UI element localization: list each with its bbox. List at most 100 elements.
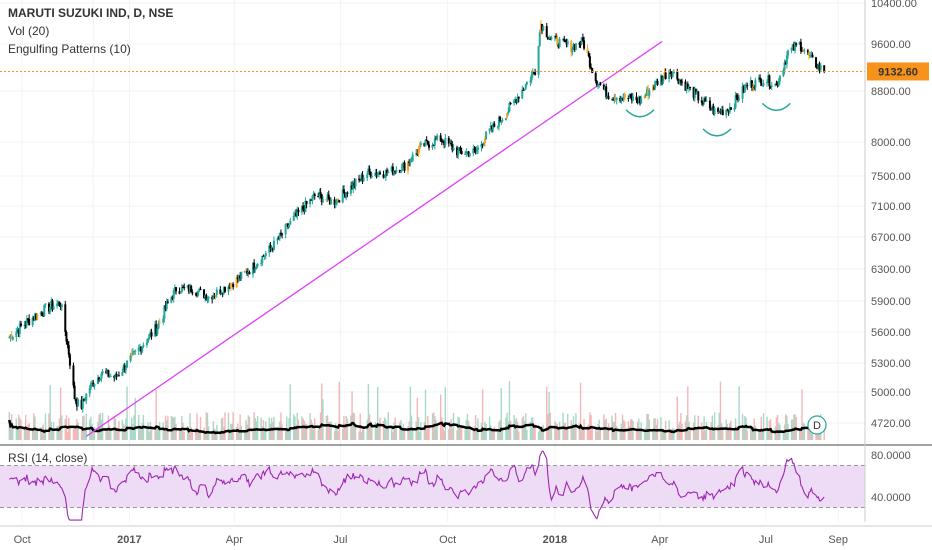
volume-bar [448, 429, 450, 440]
volume-bar [385, 419, 387, 440]
candle-body [178, 291, 181, 294]
price-tick-label: 7500.00 [871, 171, 911, 183]
volume-bar [325, 415, 328, 440]
candle-body [158, 322, 161, 324]
candle-body [105, 371, 108, 373]
candle-body [742, 86, 745, 93]
candle-body [85, 393, 88, 401]
candle-body [504, 118, 507, 120]
candle-body [288, 224, 291, 228]
candle-body [263, 255, 266, 257]
volume-bar [374, 421, 377, 440]
volume-bar [785, 414, 787, 440]
candle-body [783, 62, 786, 71]
candle-body [65, 332, 68, 342]
legend-symbol: MARUTI SUZUKI IND, D, NSE [8, 6, 174, 20]
volume-bar [378, 425, 380, 440]
volume-bar [423, 422, 426, 440]
candle-body [212, 295, 215, 300]
candle-body [428, 144, 431, 148]
volume-bar [149, 422, 152, 440]
candle-body [741, 86, 744, 99]
volume-bar [395, 427, 398, 440]
candle-body [604, 86, 607, 90]
candle-body [74, 399, 77, 402]
candle-body [434, 138, 437, 140]
candle-body [367, 168, 370, 175]
candle-body [382, 174, 385, 178]
volume-bar [704, 430, 706, 440]
volume-bar [803, 423, 806, 440]
volume-bar [345, 415, 347, 440]
volume-bar [615, 425, 618, 440]
candle-body [606, 95, 609, 98]
volume-bar [800, 431, 802, 440]
candle-body [182, 286, 185, 288]
volume-bar [758, 428, 760, 440]
volume-bar [317, 429, 319, 440]
candle-body [782, 70, 785, 76]
candle-body [556, 37, 559, 45]
candle-body [802, 50, 805, 52]
candle-body [669, 72, 672, 74]
candle-body [237, 275, 240, 280]
candle-body [468, 153, 471, 157]
candle-body [725, 109, 728, 116]
volume-bar [515, 418, 518, 440]
candle-body [190, 285, 193, 293]
candle-body [59, 306, 62, 308]
volume-bar [134, 398, 136, 440]
candle-body [68, 354, 71, 366]
rsi-line [9, 450, 825, 521]
candle-body [393, 170, 396, 175]
volume-bar [450, 419, 452, 440]
candle-body [703, 98, 706, 103]
candle-body [171, 297, 174, 299]
candle-body [522, 89, 525, 91]
volume-bar [227, 412, 230, 440]
candle-body [766, 82, 769, 84]
candle-body [39, 312, 42, 314]
candle-body [16, 329, 19, 332]
candle-body [215, 289, 218, 295]
candle-body [246, 271, 249, 274]
volume-bar [170, 416, 173, 440]
candle-body [574, 43, 577, 51]
volume-bar [518, 431, 520, 440]
candle-body [292, 215, 295, 221]
candle-body [24, 324, 27, 326]
volume-bar [179, 430, 182, 440]
candle-body [677, 79, 680, 84]
volume-bar [132, 424, 134, 440]
price-tick-label: 7100.00 [871, 201, 911, 213]
candle-body [170, 297, 173, 303]
time-tick-label: Apr [226, 534, 243, 546]
volume-bar [16, 425, 19, 440]
time-tick-label: Jul [333, 534, 347, 546]
candle-body [754, 79, 757, 89]
volume-bar [28, 423, 30, 440]
volume-bar [548, 391, 550, 440]
candle-body [239, 275, 242, 279]
candle-body [270, 248, 273, 250]
candle-body [156, 328, 159, 334]
volume-bar [676, 396, 679, 440]
volume-bar [239, 414, 241, 440]
candle-body [172, 290, 175, 299]
candle-body [743, 85, 746, 93]
volume-bar [360, 431, 363, 440]
candle-body [311, 195, 314, 201]
volume-bar [743, 428, 745, 440]
volume-bar [620, 423, 623, 440]
candle-body [572, 44, 575, 49]
volume-bar [255, 421, 258, 440]
volume-bar [720, 423, 723, 440]
candle-body [599, 83, 602, 85]
volume-bar [808, 427, 810, 440]
volume-bar [244, 431, 246, 440]
volume-bar [424, 389, 427, 440]
volume-bar [516, 422, 519, 440]
candle-body [659, 75, 662, 85]
candle-body [72, 365, 75, 386]
